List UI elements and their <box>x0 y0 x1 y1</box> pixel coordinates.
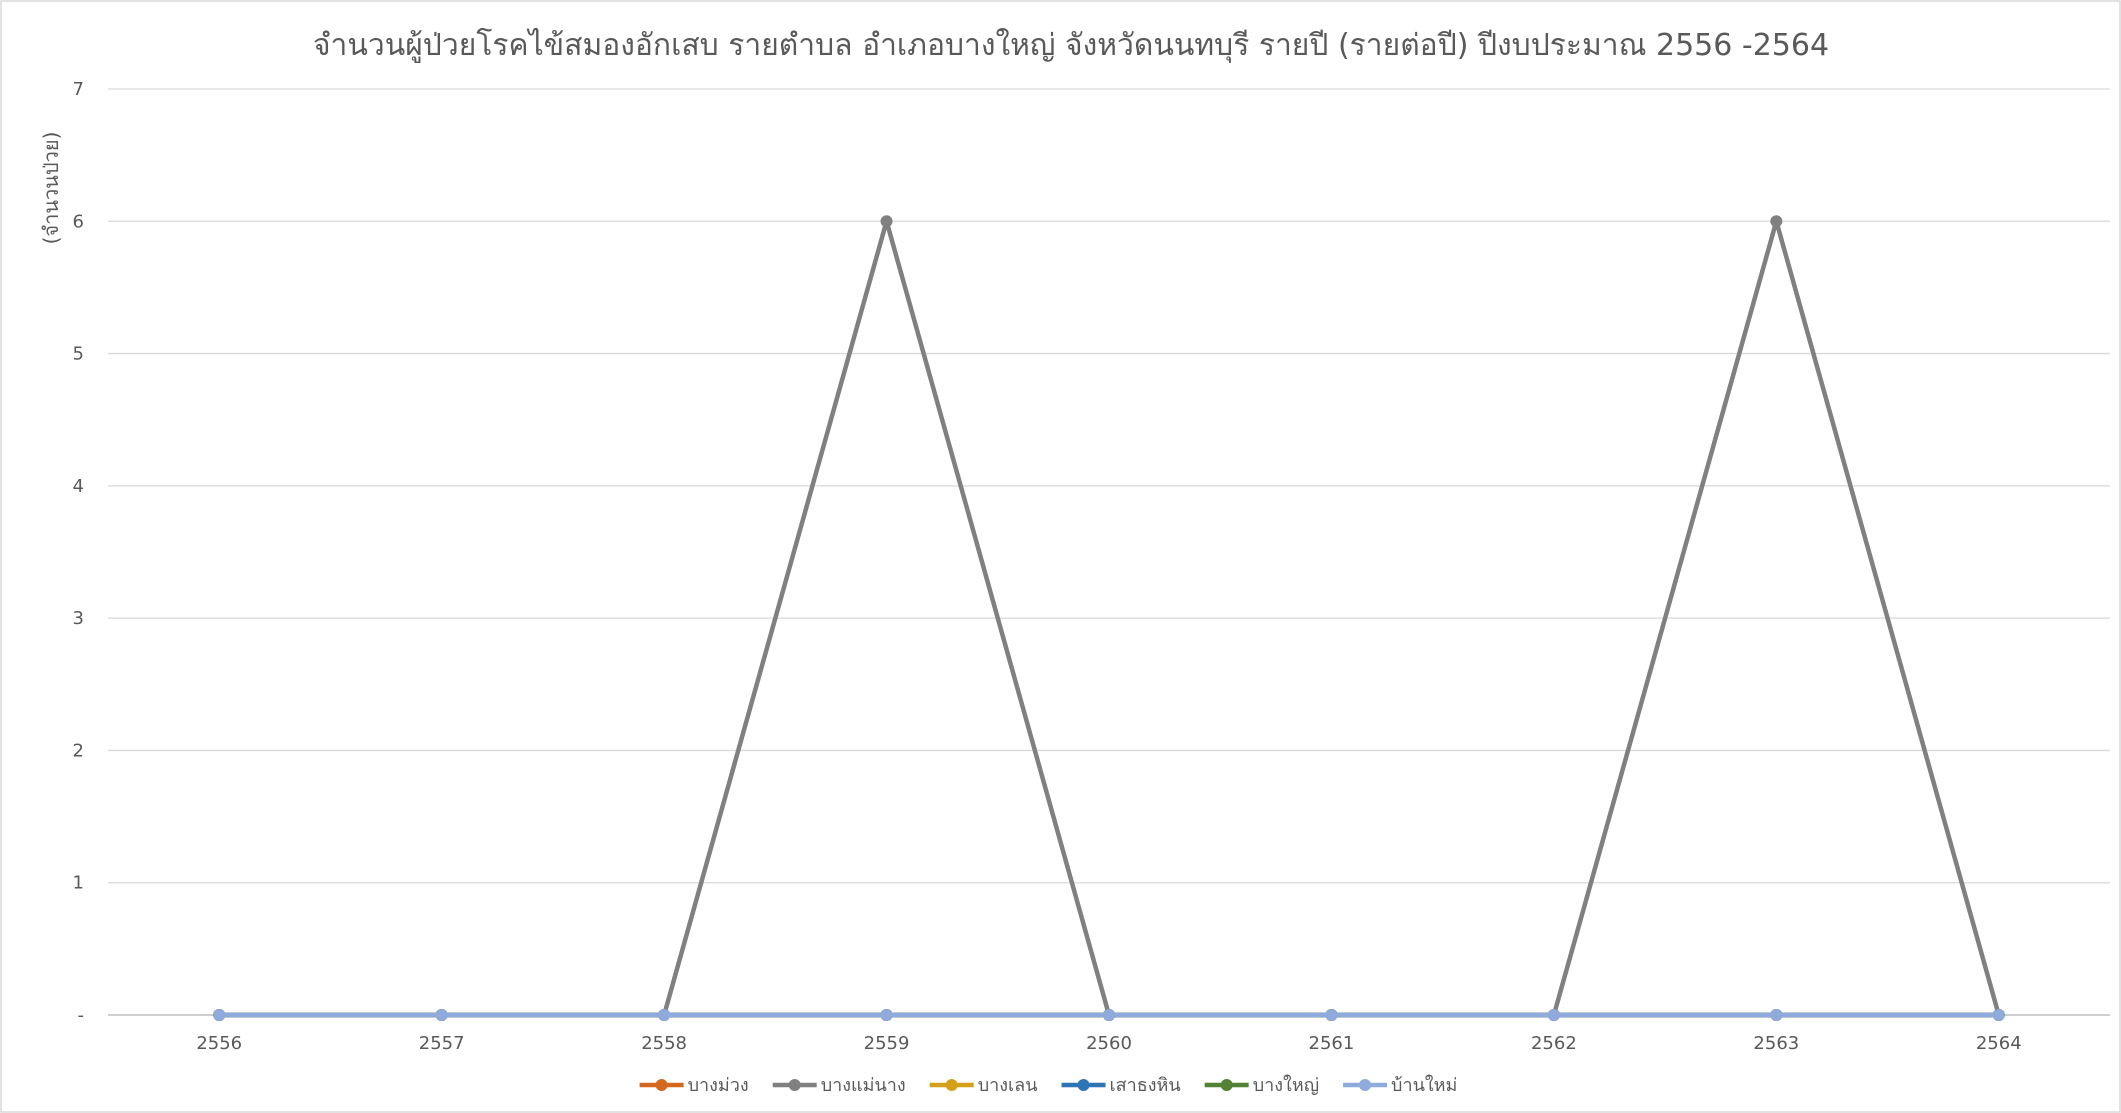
legend: บางม่วง บางแม่นาง บางเลน เสาธงหิน บางใหญ่ บ้า… <box>639 1074 1457 1096</box>
legend-marker <box>945 1079 958 1091</box>
x-tick-label: 2559 <box>864 1033 910 1054</box>
data-point <box>213 1009 226 1021</box>
data-point <box>1325 1009 1338 1021</box>
y-tick-label: 3 <box>73 608 84 629</box>
data-point <box>880 1009 893 1021</box>
series-5 <box>213 1009 2005 1021</box>
x-axis-ticks: 2556 2557 2558 2559 2560 2561 2562 2563 2564 <box>196 1033 2021 1054</box>
y-tick-label: 6 <box>73 211 84 232</box>
x-tick-label: 2563 <box>1753 1033 1799 1054</box>
data-point <box>1103 1009 1115 1021</box>
legend-item: บางม่วง <box>639 1075 749 1096</box>
x-tick-label: 2561 <box>1309 1033 1355 1054</box>
legend-marker <box>788 1079 801 1091</box>
legend-item: บางแม่นาง <box>772 1075 906 1096</box>
legend-item: บางใหญ่ <box>1204 1074 1319 1096</box>
x-tick-label: 2562 <box>1531 1033 1577 1054</box>
y-tick-label: 1 <box>73 873 84 894</box>
legend-marker <box>1077 1079 1090 1091</box>
y-axis-ticks: - 1 2 3 4 5 6 7 <box>73 79 84 1026</box>
legend-label: บางใหญ่ <box>1253 1074 1319 1096</box>
y-tick-label: - <box>78 1005 85 1026</box>
legend-marker <box>655 1079 668 1091</box>
legend-label: เสาธงหิน <box>1110 1075 1181 1096</box>
data-point <box>1770 1009 1783 1021</box>
y-axis-label: (จำนวนป่วย) <box>39 132 63 245</box>
legend-label: บางเลน <box>978 1075 1038 1096</box>
x-tick-label: 2558 <box>641 1033 687 1054</box>
legend-item: บางเลน <box>929 1075 1038 1096</box>
legend-label: บางแม่นาง <box>821 1075 906 1096</box>
x-tick-label: 2557 <box>419 1033 465 1054</box>
y-tick-label: 4 <box>73 476 84 497</box>
data-point <box>1547 1009 1560 1021</box>
legend-marker <box>1359 1079 1372 1091</box>
data-point <box>1770 215 1783 228</box>
legend-marker <box>1220 1079 1233 1091</box>
data-point <box>880 215 893 228</box>
legend-label: บางม่วง <box>688 1075 749 1096</box>
y-tick-label: 7 <box>73 79 84 100</box>
data-point <box>658 1009 671 1021</box>
x-tick-label: 2564 <box>1976 1033 2022 1054</box>
data-point <box>435 1009 448 1021</box>
legend-label: บ้านใหม่ <box>1391 1074 1457 1096</box>
data-point <box>1992 1009 2005 1021</box>
chart-title: จำนวนผู้ป่วยโรคไข้สมองอักเสบ รายตำบล อำเ… <box>313 27 1829 64</box>
x-tick-label: 2556 <box>196 1033 242 1054</box>
series-lines <box>213 215 2005 1021</box>
x-tick-label: 2560 <box>1086 1033 1132 1054</box>
y-tick-label: 2 <box>73 740 84 761</box>
y-tick-label: 5 <box>73 344 84 365</box>
gridlines <box>108 88 2110 1016</box>
legend-item: เสาธงหิน <box>1061 1075 1181 1096</box>
legend-item: บ้านใหม่ <box>1343 1074 1457 1096</box>
